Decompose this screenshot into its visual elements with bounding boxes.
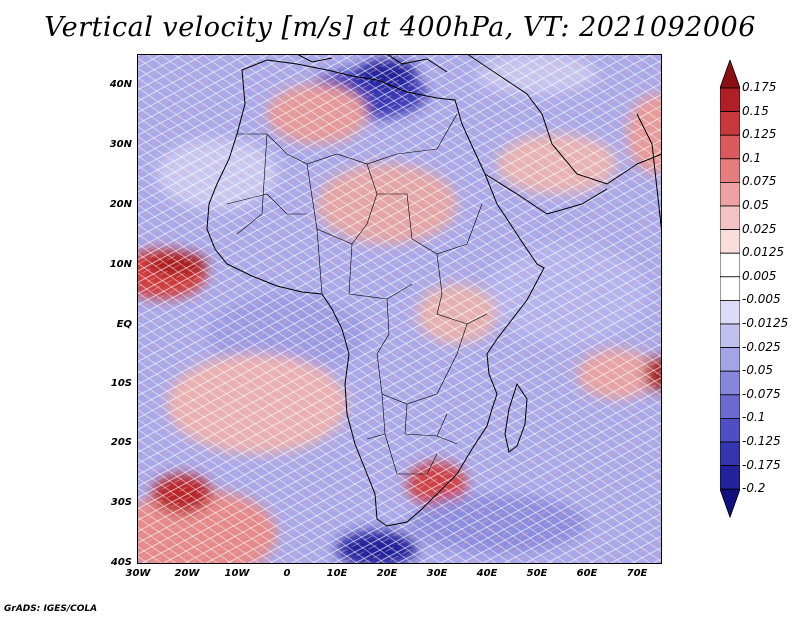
colorbar-swatch — [720, 299, 740, 325]
lat-label: 40N — [109, 79, 132, 90]
lon-label: 70E — [626, 568, 648, 579]
lat-label: 30N — [109, 139, 132, 150]
colorbar-swatch — [720, 134, 740, 160]
lat-label: EQ — [116, 319, 132, 330]
lon-label: 30E — [426, 568, 448, 579]
colorbar-label: -0.2 — [742, 481, 766, 496]
colorbar-swatch — [720, 111, 740, 136]
lat-label: 10N — [109, 259, 132, 270]
lon-label: 10E — [326, 568, 348, 579]
colorbar-label: 0.005 — [742, 268, 777, 283]
colorbar-swatch — [720, 205, 740, 231]
colorbar-label: 0.1 — [742, 150, 762, 165]
colorbar-swatch — [720, 182, 740, 207]
colorbar-swatch — [720, 276, 740, 301]
colorbar-label: 0.0125 — [742, 245, 784, 260]
lon-label: 0 — [283, 568, 291, 579]
colorbar-label: -0.025 — [742, 339, 781, 354]
lon-label: 50E — [526, 568, 548, 579]
colorbar-label: 0.175 — [742, 80, 777, 94]
colorbar-label: 0.125 — [742, 127, 777, 142]
colorbar-swatch — [720, 370, 740, 396]
lon-label: 40E — [476, 568, 498, 579]
colorbar-label: -0.1 — [742, 410, 766, 425]
colorbar-label: 0.075 — [742, 174, 777, 189]
colorbar-label: 0.025 — [742, 221, 777, 236]
coastlines — [206, 54, 662, 527]
colorbar-label: -0.075 — [742, 386, 781, 401]
colorbar-swatch — [720, 323, 740, 349]
colorbar-label: -0.125 — [742, 434, 781, 448]
lon-label: 20E — [376, 568, 398, 579]
colorbar-label: 0.15 — [742, 103, 769, 118]
lat-label: 40S — [110, 557, 132, 568]
colorbar-label: -0.005 — [742, 292, 781, 307]
map-frame — [137, 54, 662, 564]
colorbar-cap-bottom — [720, 488, 740, 519]
colorbar-label: 0.05 — [742, 198, 769, 212]
vertical-velocity-map — [137, 54, 662, 564]
colorbar-swatch — [720, 229, 740, 254]
lon-label: 60E — [576, 568, 598, 579]
lat-label: 20N — [109, 199, 132, 210]
lat-label: 10S — [110, 378, 132, 389]
grads-credit: GrADS: IGES/COLA — [4, 604, 98, 614]
colorbar-label: -0.175 — [742, 457, 781, 472]
colorbar-swatch — [720, 158, 740, 183]
colorbar-label: -0.0125 — [742, 316, 789, 330]
colorbar-swatch — [720, 87, 740, 113]
colorbar-cap-top — [720, 60, 740, 89]
colorbar-swatch — [720, 347, 740, 372]
colorbar-swatch — [720, 394, 740, 419]
colorbar-swatch — [720, 441, 740, 467]
colorbar-swatch — [720, 417, 740, 443]
map-title: Vertical velocity [m/s] at 400hPa, VT: 2… — [44, 12, 756, 43]
lat-label: 20S — [110, 437, 132, 448]
colorbar-swatch — [720, 465, 740, 490]
lat-label: 30S — [110, 497, 132, 508]
lon-label: 20W — [174, 568, 200, 579]
lon-label: 10W — [224, 568, 250, 579]
lon-label: 30W — [125, 568, 151, 579]
country-borders — [226, 113, 488, 475]
colorbar-label: -0.05 — [742, 363, 774, 378]
colorbar-swatch — [720, 252, 740, 278]
colorbar — [720, 60, 740, 519]
